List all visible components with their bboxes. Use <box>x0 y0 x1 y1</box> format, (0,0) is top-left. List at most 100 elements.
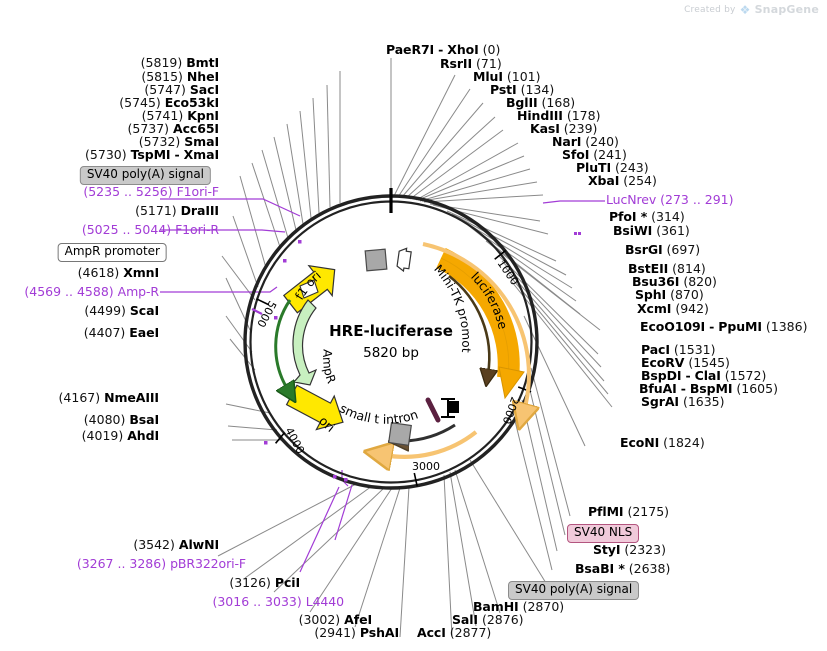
enzyme-label-bsai[interactable]: (4080) BsaI <box>83 412 159 427</box>
enzyme-label-econi[interactable]: EcoNI (1824) <box>620 436 705 450</box>
enzyme-label-bsabi[interactable]: BsaBI * (2638) <box>575 561 671 576</box>
feature-label-pbr322ori-f[interactable]: (3267 .. 3286) pBR322ori-F <box>76 556 246 571</box>
intron-purple-bar <box>425 397 441 423</box>
enzyme-position: (3002) <box>298 612 341 627</box>
enzyme-name: EaeI <box>129 325 159 340</box>
enzyme-position: (240) <box>585 134 619 149</box>
enzyme-label-bsrgi[interactable]: BsrGI (697) <box>625 243 700 257</box>
enzyme-label-sali[interactable]: SalI (2876) <box>452 612 524 627</box>
enzyme-label-bmti[interactable]: (5819) BmtI <box>141 56 219 70</box>
enzyme-label-xbai[interactable]: XbaI (254) <box>588 173 657 188</box>
enzyme-label-bspdi-clai[interactable]: BspDI - ClaI (1572) <box>641 369 766 383</box>
enzyme-label-hindiii[interactable]: HindIII (178) <box>517 108 601 123</box>
feature-position: (3267 .. 3286) <box>76 556 167 571</box>
tick-label-4000: 4000 <box>282 425 307 456</box>
enzyme-label-eco53ki[interactable]: (5745) Eco53kI <box>119 96 219 110</box>
enzyme-label-mlui[interactable]: MluI (101) <box>473 70 540 84</box>
enzyme-position: (1386) <box>765 319 808 334</box>
enzyme-label-styi[interactable]: StyI (2323) <box>593 543 666 557</box>
enzyme-label-paci[interactable]: PacI (1531) <box>641 342 715 357</box>
badge-ampr-promoter[interactable]: AmpR promoter <box>57 243 167 262</box>
badge-sv40-polya-signal-bottom[interactable]: SV40 poly(A) signal <box>508 581 640 600</box>
enzyme-position: (254) <box>623 173 657 188</box>
snapgene-watermark: Created by ❖ SnapGene <box>684 3 819 16</box>
feature-label-l4440[interactable]: (3016 .. 3033) L4440 <box>212 595 344 609</box>
enzyme-label-bsu36i[interactable]: Bsu36I (820) <box>632 275 717 289</box>
enzyme-position: (4080) <box>83 412 126 427</box>
enzyme-label-nmeaiii[interactable]: (4167) NmeAIII <box>59 391 160 405</box>
feature-label-amp-r[interactable]: (4569 .. 4588) Amp-R <box>24 284 159 299</box>
enzyme-name: BsiWI <box>613 223 653 238</box>
enzyme-label-bglii[interactable]: BglII (168) <box>506 96 575 110</box>
enzyme-label-xmni[interactable]: (4618) XmnI <box>78 265 159 280</box>
enzyme-position: (5730) <box>85 147 127 162</box>
enzyme-label-draiii[interactable]: (5171) DraIII <box>135 204 219 218</box>
enzyme-label-bsiwi[interactable]: BsiWI (361) <box>613 223 690 238</box>
enzyme-label-acci[interactable]: AccI (2877) <box>417 626 491 640</box>
enzyme-name: ScaI <box>129 303 159 318</box>
enzyme-label-bfuai-bspmi[interactable]: BfuAI - BspMI (1605) <box>639 382 778 396</box>
enzyme-label-scai[interactable]: (4499) ScaI <box>84 303 159 318</box>
enzyme-name: PshAI <box>359 625 399 640</box>
enzyme-position: (0) <box>482 42 501 57</box>
enzyme-name: TspMI <box>130 147 171 162</box>
enzyme-label-pshai[interactable]: (2941) PshAI <box>314 625 399 640</box>
enzyme-label-pflmi[interactable]: PflMI (2175) <box>588 505 669 519</box>
enzyme-label-pluti[interactable]: PluTI (243) <box>576 161 649 175</box>
enzyme-label-pcii[interactable]: (3126) PciI <box>229 576 300 590</box>
enzyme-label-sphi[interactable]: SphI (870) <box>635 288 704 302</box>
enzyme-label-ecoo109i-ppumi[interactable]: EcoO109I - PpuMI (1386) <box>640 319 808 334</box>
enzyme-label-ahdi[interactable]: (4019) AhdI <box>82 428 159 443</box>
enzyme-position: (178) <box>566 108 601 123</box>
enzyme-label-nhei[interactable]: (5815) NheI <box>141 70 219 84</box>
enzyme-label-pfoi[interactable]: PfoI * (314) <box>609 210 685 224</box>
enzyme-label-kpni[interactable]: (5741) KpnI <box>142 109 219 123</box>
feature-position: (273 .. 291) <box>660 192 734 207</box>
enzyme-name: XcmI <box>637 301 672 316</box>
enzyme-label-tspmi-xmai[interactable]: (5730) TspMI - XmaI <box>85 147 219 162</box>
enzyme-position: (942) <box>675 301 709 316</box>
plasmid-size: 5820 bp <box>363 345 419 361</box>
luciferase-arrowhead <box>498 366 525 400</box>
enzyme-position: (2941) <box>314 625 356 640</box>
enzyme-label-acc65i[interactable]: (5737) Acc65I <box>127 121 219 136</box>
enzyme-name: SalI <box>452 612 478 627</box>
enzyme-name: PacI <box>641 342 670 357</box>
enzyme-label-alwni[interactable]: (3542) AlwNI <box>133 538 219 552</box>
enzyme-label-ecorv[interactable]: EcoRV (1545) <box>641 356 730 370</box>
enzyme-position: (4407) <box>83 325 126 340</box>
enzyme-name: BsaI <box>129 412 159 427</box>
enzyme-label-eaei[interactable]: (4407) EaeI <box>83 325 159 340</box>
luciferase-arrow-body <box>436 248 520 380</box>
enzyme-position: (2638) <box>628 561 671 576</box>
enzyme-label-nari[interactable]: NarI (240) <box>552 134 619 149</box>
feature-label-lucnrev[interactable]: LucNrev (273 .. 291) <box>606 192 734 207</box>
enzyme-label-sfoi[interactable]: SfoI (241) <box>562 148 627 162</box>
enzyme-name: KasI <box>530 121 560 136</box>
enzyme-name: NarI <box>552 134 582 149</box>
enzyme-name: Acc65I <box>173 121 219 136</box>
enzyme-name: AhdI <box>127 428 159 443</box>
enzyme-label-bamhi[interactable]: BamHI (2870) <box>473 600 564 614</box>
enzyme-label-bstreii[interactable]: BstEII (814) <box>628 262 706 276</box>
enzyme-label-sgrai[interactable]: SgrAI (1635) <box>641 395 725 409</box>
enzyme-name: EcoO109I <box>640 319 706 334</box>
enzyme-label-saci[interactable]: (5747) SacI <box>144 83 219 97</box>
enzyme-label-psti[interactable]: PstI (134) <box>490 83 554 97</box>
feature-label-f1ori-f[interactable]: (5235 .. 5256) F1ori-F <box>83 185 219 199</box>
enzyme-label-paer7i-xhoi[interactable]: PaeR7I - XhoI (0) <box>386 42 501 57</box>
watermark-prefix: Created by <box>684 4 736 15</box>
feature-label-f1ori-r[interactable]: (5025 .. 5044) F1ori-R <box>82 222 219 237</box>
enzyme-label-kasi[interactable]: KasI (239) <box>530 121 597 136</box>
enzyme-label-xcmi[interactable]: XcmI (942) <box>637 301 709 316</box>
enzyme-label-rsrii[interactable]: RsrII (71) <box>440 57 502 71</box>
enzyme-name: XmnI <box>123 265 159 280</box>
badge-sv40-polya-signal-top[interactable]: SV40 poly(A) signal <box>79 166 211 185</box>
feature-name: F1ori-R <box>175 222 219 237</box>
enzyme-label-smai[interactable]: (5732) SmaI <box>139 135 219 149</box>
feature-name: Amp-R <box>117 284 159 299</box>
enzyme-label-afei[interactable]: (3002) AfeI <box>298 612 373 627</box>
badge-sv40-nls[interactable]: SV40 NLS <box>567 524 640 543</box>
enzyme-dash: - <box>438 42 444 57</box>
